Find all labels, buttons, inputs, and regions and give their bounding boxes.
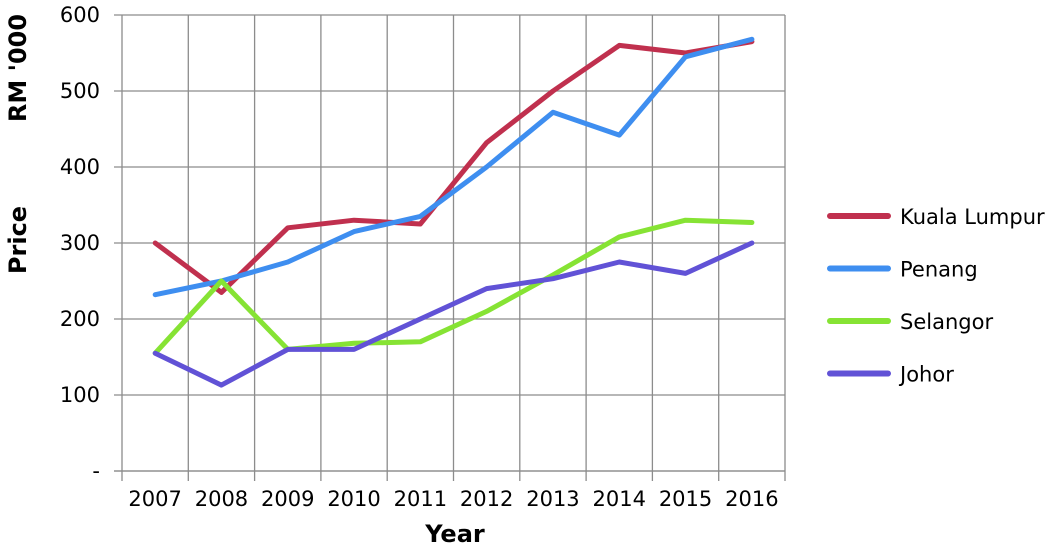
axes xyxy=(114,15,785,481)
y-tick-label: 100 xyxy=(60,383,100,407)
legend-label-penang: Penang xyxy=(900,258,978,282)
y-axis-title: Price xyxy=(4,206,32,274)
legend-label-johor: Johor xyxy=(898,363,954,387)
x-tick-label: 2009 xyxy=(261,487,314,511)
y-tick-label: 200 xyxy=(60,307,100,331)
x-tick-label: 2010 xyxy=(327,487,380,511)
series-lines xyxy=(152,36,755,388)
x-tick-label: 2014 xyxy=(593,487,646,511)
gridlines xyxy=(114,14,786,481)
y-tick-label: 500 xyxy=(60,79,100,103)
y-tick-label: 300 xyxy=(60,231,100,255)
x-tick-label: 2007 xyxy=(128,487,181,511)
series-line-selangor xyxy=(152,217,755,356)
x-tick-label: 2012 xyxy=(460,487,513,511)
x-axis-title: Year xyxy=(424,520,485,548)
series-line-johor xyxy=(152,240,755,388)
x-tick-labels: 2007 2008 2009 2010 2011 2012 2013 2014 2015 2016 xyxy=(128,487,778,511)
series-line-kuala-lumpur xyxy=(152,39,755,295)
x-tick-label: 2013 xyxy=(526,487,579,511)
x-tick-label: 2016 xyxy=(725,487,778,511)
legend-label-selangor: Selangor xyxy=(900,310,993,334)
y-tick-labels: - 100 200 300 400 500 600 xyxy=(60,3,100,483)
y-axis-unit: RM '000 xyxy=(4,14,32,122)
y-tick-label: 400 xyxy=(60,155,100,179)
legend-label-kuala-lumpur: Kuala Lumpur xyxy=(900,205,1045,229)
series-line-penang xyxy=(152,36,755,298)
legend: Kuala Lumpur Penang Selangor Johor xyxy=(827,205,1045,387)
y-tick-label: - xyxy=(92,459,100,483)
x-tick-label: 2011 xyxy=(394,487,447,511)
x-tick-label: 2008 xyxy=(195,487,248,511)
y-tick-label: 600 xyxy=(60,3,100,27)
x-tick-label: 2015 xyxy=(659,487,712,511)
